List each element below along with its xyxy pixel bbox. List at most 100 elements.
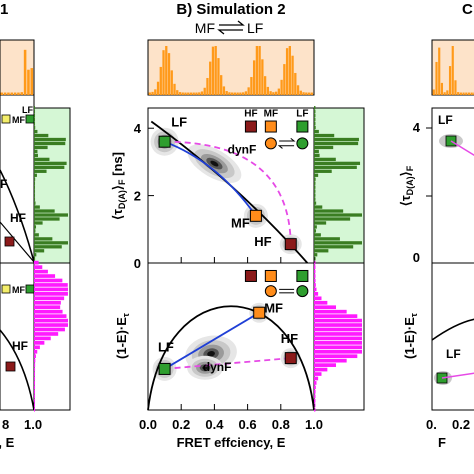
right-top-hist-bar [314,217,351,221]
right-top-hist-bar [314,117,316,122]
left-legend-yellow-top [1,114,11,124]
left-top-right-hist [34,106,68,265]
left-top-hist-bar-v [34,137,66,142]
top-hist-bar [266,86,270,95]
top-hist-bar [263,76,267,95]
left-top-hist-bar-v [34,245,62,249]
left-bottom-hist-bar [34,390,36,394]
right-top-hist-bar [314,110,316,114]
left-bottom-hist-bar [34,287,68,292]
right-bottom-hist-bar [314,403,316,408]
bot-ylabel-sub: τ [121,313,131,317]
right-bottom-hist-bar [314,296,322,301]
left-top-hist-bar [30,68,34,95]
left-top-hist-bar [3,92,7,95]
left-legend-mf-prime-bottom: MF' [12,285,27,295]
mf-square [249,209,262,222]
top-hist-bar [170,70,173,95]
left-top-hist-bar-v [34,181,36,185]
rc-top-hist-bar [446,90,449,95]
left-bottom-hist-bar [34,345,40,350]
mf-label-bottom: MF [264,301,283,316]
dynf-label-bottom: dynF [203,360,232,374]
scheme-right: LF [247,20,263,36]
x-axis-label: FRET effciency, E [177,435,286,450]
left-legend-yellow-bottom [1,284,11,294]
right-cut-dyn-line-bottom [441,372,474,379]
left-bottom-hist-bar [34,260,39,265]
left-top-line [0,221,35,263]
right-bottom-hist-bar [314,349,362,354]
top-hist-bar [291,55,294,95]
y-tick-label: 2 [134,189,141,204]
top-hist-bar [167,53,171,95]
right-top-hist-bar [314,225,317,229]
hf-label-bottom: HF [281,331,298,346]
legend-eq-arrow-icon-2 [277,145,295,149]
left-top-hist-bar-v [34,257,36,261]
left-xlabel-cut: r, E [0,435,15,450]
lf-label-bottom: LF [158,340,174,355]
hf-label: HF [254,234,271,249]
top-hist-bar [305,92,308,95]
top-hist-bar [203,87,206,95]
left-top-hist-bar [10,92,14,95]
right-top-hist-bar [314,145,334,150]
top-hist-bar [283,64,286,95]
right-bottom-hist-bar [314,269,316,274]
right-top-hist-bar [314,245,354,249]
left-top-hist-bar-v [34,229,36,233]
left-legend-lf-text: LF [22,105,33,115]
hf-square [284,238,297,251]
left-top-hist-bar-v [34,221,43,225]
top-hist-bar [156,81,160,95]
top-hist [148,46,313,95]
top-hist-bar [277,88,280,95]
top-hist-bar [280,79,283,95]
right-top-hist-bar [314,141,359,146]
top-hist-bar [189,92,193,95]
right-top-hist-bar [314,233,321,237]
left-bottom-hist-bar [34,354,36,359]
left-bottom-hist-bar [34,385,36,390]
left-top-hist-bar-v [34,153,38,158]
top-hist-bar [187,92,190,95]
top-hist-bar [244,91,248,95]
legend-mf-square-bottom [264,269,277,282]
right-bottom-hist-bar [314,345,362,350]
right-top-hist-bar [314,125,316,130]
right-cut-lf-label-bottom: LF [446,347,461,361]
rc-top-hist-bar [443,92,446,95]
right-panel-letter: C [462,1,473,18]
left-bottom-hist-bar [34,314,67,318]
right-cut-bottom-scatter-box [431,262,474,411]
left-xtick-cut2: 1.0 [24,417,42,432]
left-bottom-hist-bar [34,403,36,408]
left-top-hist-bar [23,49,27,95]
right-bottom-hist-bar [314,381,317,385]
top-hist-bar [211,46,215,95]
legend-lf-circle [296,137,309,150]
left-top-hist-bar-v [34,125,36,130]
svg-text:⟨τD(A)⟩F [ns]: ⟨τD(A)⟩F [ns] [110,152,127,220]
top-hist-bar [176,90,179,95]
dynf-density-bottom-contour [207,351,215,357]
right-top-hist-bar [314,221,327,225]
top-hist-bar [198,92,201,95]
top-scatter: LF dynF MF HF HF MF LF [150,108,309,264]
left-bottom-hist-bar [34,265,43,269]
left-top-hist-bar-v [34,117,36,122]
left-panel-cut: 1 MF' LF F HF MF' HF 8 1.0 r, E [0,1,71,450]
right-bottom-hist-bar [314,363,337,367]
svg-text:(1-E)·Eτ: (1-E)·Eτ [114,313,131,359]
right-top-hist-bar [314,129,319,134]
right-top-hist-bar [314,205,323,209]
right-bottom-hist-bar [314,314,358,318]
top-hist-bar [209,61,212,95]
scheme-left: MF [195,20,215,36]
right-bottom-hist-bar [314,305,337,310]
legend-mf-text: MF [264,108,278,119]
right-bottom-hist-bar [314,318,362,323]
left-top-hist-bar-v [34,233,39,237]
